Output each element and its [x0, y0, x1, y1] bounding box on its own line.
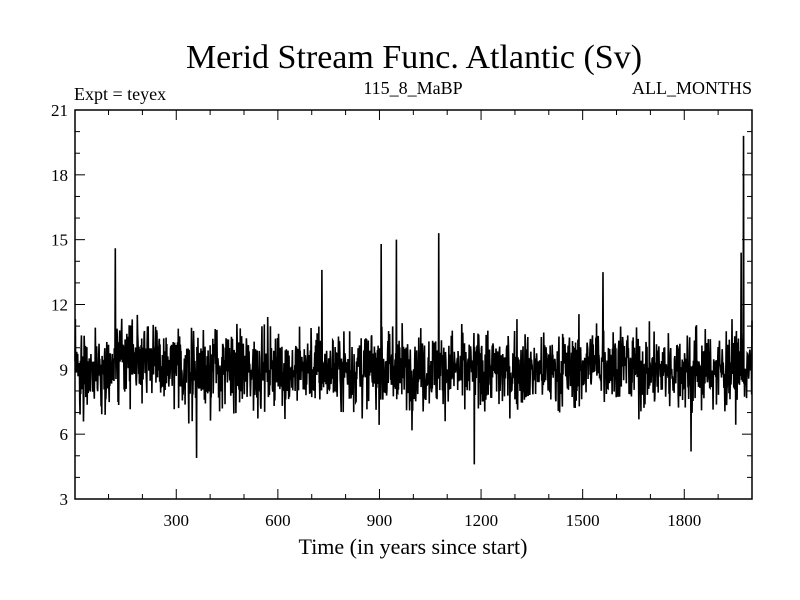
x-tick-label: 900: [367, 511, 393, 530]
x-tick-label: 1200: [464, 511, 498, 530]
plot-frame: [74, 109, 753, 500]
axis-ticks: 3 6 9 12 15 18 21 300 600 900 1200 1500 1800: [51, 101, 752, 530]
x-tick-label: 1800: [667, 511, 701, 530]
x-tick-label: 300: [164, 511, 190, 530]
y-tick-label: 12: [51, 296, 68, 315]
x-axis-label: Time (in years since start): [299, 534, 528, 559]
y-tick-label: 18: [51, 166, 68, 185]
y-tick-label: 3: [60, 490, 69, 509]
y-tick-label: 6: [60, 425, 69, 444]
subtitle-months: ALL_MONTHS: [632, 78, 752, 98]
subtitle-period: 115_8_MaBP: [363, 78, 462, 98]
chart-title: Merid Stream Func. Atlantic (Sv): [186, 39, 642, 76]
y-tick-label: 21: [51, 101, 68, 120]
series-line: [74, 135, 753, 465]
x-tick-label: 1500: [566, 511, 600, 530]
x-tick-label: 600: [265, 511, 291, 530]
series-layer: [74, 135, 753, 465]
subtitle-experiment: Expt = teyex: [74, 84, 166, 104]
y-tick-label: 9: [60, 360, 69, 379]
y-tick-label: 15: [51, 231, 68, 250]
